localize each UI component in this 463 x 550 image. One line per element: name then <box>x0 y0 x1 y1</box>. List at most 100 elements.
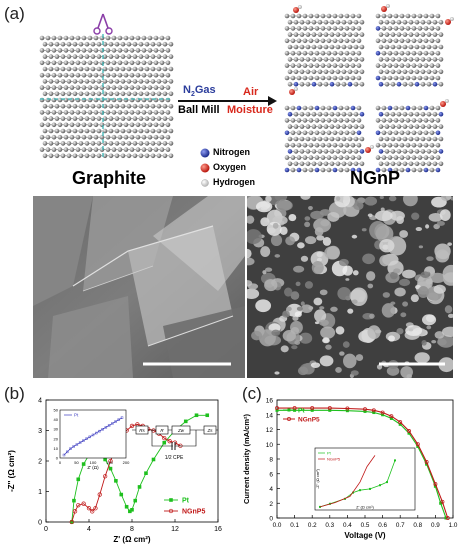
lattice-atom <box>66 41 72 47</box>
lattice-atom <box>54 91 60 97</box>
particle <box>429 272 446 284</box>
lattice-atom <box>168 91 174 97</box>
lattice-atom <box>317 19 323 25</box>
lattice-atom <box>102 66 108 72</box>
lattice-atom <box>314 155 320 160</box>
lattice-atom <box>78 116 84 121</box>
lattice-atom <box>411 167 417 173</box>
particle <box>394 287 406 297</box>
lattice-atom <box>66 116 72 121</box>
lattice-atom <box>66 79 72 84</box>
particle <box>347 308 354 314</box>
lattice-atom <box>126 103 132 109</box>
particle <box>399 230 409 238</box>
lattice-atom <box>114 41 120 47</box>
particle <box>421 339 427 346</box>
lattice-atom <box>335 81 341 87</box>
lattice-atom <box>117 122 123 128</box>
circuit-element <box>135 425 149 435</box>
lattice-atom <box>378 111 384 117</box>
data-point-ngnp5 <box>129 423 135 429</box>
particle <box>290 320 303 335</box>
lattice-atom <box>93 110 99 115</box>
lattice-atom <box>48 91 54 97</box>
inset-data-point <box>95 431 98 435</box>
lattice-atom <box>141 147 147 152</box>
lattice-atom <box>299 19 305 25</box>
lattice-atom <box>57 35 63 41</box>
lattice-atom <box>405 167 411 173</box>
particle <box>343 196 350 201</box>
lattice-atom <box>359 57 365 62</box>
lattice-atom <box>426 57 432 62</box>
lattice-atom <box>96 103 102 109</box>
lattice-atom <box>126 91 132 97</box>
lattice-atom <box>438 44 444 50</box>
lattice-atom <box>341 136 347 142</box>
particle <box>447 242 453 246</box>
lattice-atom <box>429 63 435 68</box>
lattice-atom <box>381 118 387 123</box>
lattice-atom <box>387 118 393 123</box>
lattice-atom <box>378 81 384 87</box>
particle <box>255 201 273 213</box>
lattice-atom <box>42 103 48 109</box>
lattice-atom <box>411 105 417 111</box>
lattice-atom <box>287 124 293 129</box>
lattice-atom <box>284 167 290 173</box>
lattice-atom <box>432 32 438 37</box>
lattice-atom <box>54 103 60 109</box>
inset-data-point <box>69 447 72 450</box>
particle <box>408 328 414 332</box>
lattice-atom <box>302 155 308 160</box>
inset-x-axis-label: Z' (Ω cm²) <box>356 505 374 510</box>
lattice-atom <box>341 32 347 37</box>
lattice-atom <box>162 91 168 97</box>
lattice-atom <box>320 105 326 111</box>
lattice-atom <box>405 130 411 136</box>
particle <box>388 196 397 202</box>
lattice-atom <box>60 91 66 97</box>
lattice-atom <box>308 118 314 123</box>
lattice-atom <box>162 66 168 72</box>
y-tick-label: 10 <box>266 442 274 449</box>
inset-data-point <box>82 439 85 442</box>
lattice-atom <box>141 72 147 78</box>
lattice-atom <box>393 155 399 160</box>
lattice-atom <box>375 167 381 173</box>
lattice-atom <box>54 79 60 84</box>
lattice-atom <box>108 153 114 159</box>
lattice-atom <box>147 72 153 78</box>
lattice-atom <box>414 81 420 87</box>
lattice-atom <box>159 48 165 53</box>
lattice-atom <box>150 116 156 121</box>
n2-gas-label: N2Gas <box>183 84 216 98</box>
lattice-atom <box>411 50 417 56</box>
particle <box>403 196 418 207</box>
lattice-atom <box>84 116 90 121</box>
lattice-atom <box>72 66 78 72</box>
lattice-atom <box>378 19 384 25</box>
lattice-atom <box>417 167 423 173</box>
lattice-atom <box>429 167 435 173</box>
lattice-atom <box>311 57 317 62</box>
lattice-atom <box>162 128 168 134</box>
lattice-atom <box>350 118 356 123</box>
lattice-atom <box>141 110 147 115</box>
lattice-atom <box>308 38 314 44</box>
legend-marker-ngnp5 <box>287 417 291 421</box>
data-point-pt <box>114 479 118 483</box>
lattice-atom <box>42 153 48 159</box>
lattice-atom <box>135 134 141 140</box>
lattice-atom <box>314 38 320 44</box>
lattice-atom <box>51 134 57 140</box>
particle <box>338 258 349 267</box>
lattice-atom <box>320 13 326 19</box>
lattice-atom <box>96 116 102 121</box>
lattice-atom <box>417 50 423 56</box>
lattice-atom <box>432 161 438 167</box>
particle <box>270 234 283 247</box>
lattice-atom <box>153 35 159 41</box>
hydrogen-atom <box>370 145 374 149</box>
lattice-atom <box>378 161 384 167</box>
